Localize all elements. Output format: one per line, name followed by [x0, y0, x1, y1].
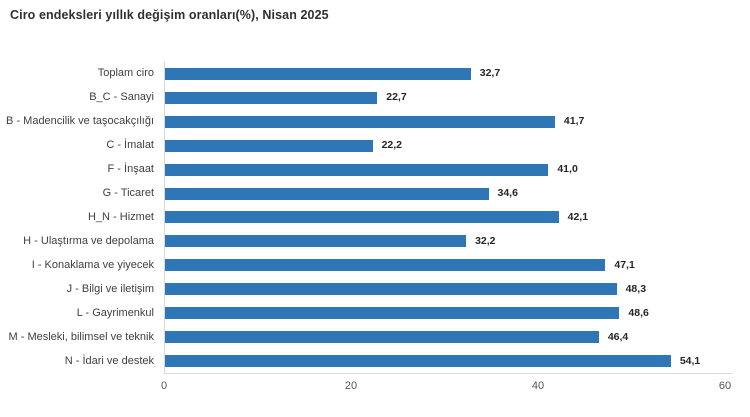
- bar-row: N - İdari ve destek 54,1: [0, 349, 750, 373]
- value-label: 22,7: [386, 91, 407, 104]
- value-label: 54,1: [679, 354, 701, 367]
- bar-row: M - Mesleki, bilimsel ve teknik 46,4: [0, 325, 750, 349]
- bar-row: L - Gayrimenkul 48,6: [0, 301, 750, 325]
- category-label: N - İdari ve destek: [64, 354, 154, 367]
- category-label: L - Gayrimenkul: [76, 306, 154, 319]
- bar: [165, 211, 559, 224]
- category-label: I - Konaklama ve yiyecek: [31, 258, 154, 271]
- x-tick-label: 40: [531, 380, 545, 392]
- x-tick-label: 0: [160, 380, 168, 392]
- bar: [165, 67, 471, 80]
- x-tick-label: 20: [344, 380, 358, 392]
- bar: [165, 235, 467, 248]
- value-label: 34,6: [497, 187, 518, 200]
- chart-title: Ciro endeksleri yıllık değişim oranları(…: [10, 8, 329, 22]
- bar-row: B - Madencilik ve taşocakçılığı 41,7: [0, 110, 750, 134]
- bar-row: I - Konaklama ve yiyecek 47,1: [0, 253, 750, 277]
- plot-area: Toplam ciro 32,7 B_C - Sanayi 22,7 B - Maden…: [0, 62, 750, 392]
- category-label: B - Madencilik ve taşocakçılığı: [6, 115, 154, 128]
- value-label: 42,1: [567, 210, 589, 223]
- category-label: Toplam ciro: [97, 67, 154, 80]
- bar: [165, 139, 373, 152]
- value-label: 47,1: [614, 258, 635, 271]
- value-label: 46,4: [607, 330, 629, 343]
- category-label: J - Bilgi ve iletişim: [66, 282, 154, 295]
- bar: [165, 115, 555, 128]
- bar-row: H_N - Hizmet 42,1: [0, 206, 750, 230]
- bar-row: J - Bilgi ve iletişim 48,3: [0, 277, 750, 301]
- category-label: C - İmalat: [106, 139, 154, 152]
- value-label: 32,2: [475, 234, 496, 247]
- bar: [165, 331, 599, 344]
- bar-row: Toplam ciro 32,7: [0, 62, 750, 86]
- bar: [165, 187, 489, 200]
- category-label: H_N - Hizmet: [87, 210, 154, 223]
- bar: [165, 91, 378, 104]
- value-label: 41,7: [563, 115, 585, 128]
- bar: [165, 283, 617, 296]
- value-label: 22,2: [381, 139, 402, 152]
- category-label: F - İnşaat: [107, 163, 154, 176]
- category-label: B_C - Sanayi: [89, 91, 154, 104]
- value-label: 48,6: [628, 306, 649, 319]
- bar: [165, 307, 620, 320]
- x-tick-label: 60: [718, 380, 732, 392]
- category-label: H - Ulaştırma ve depolama: [23, 234, 154, 247]
- x-axis-line: [164, 373, 732, 374]
- bar: [165, 355, 671, 368]
- bar-row: C - İmalat 22,2: [0, 134, 750, 158]
- bar-row: B_C - Sanayi 22,7: [0, 86, 750, 110]
- category-label: G - Ticaret: [102, 187, 154, 200]
- bar: [165, 163, 549, 176]
- value-label: 48,3: [625, 282, 647, 295]
- bar: [165, 259, 606, 272]
- bar-row: H - Ulaştırma ve depolama 32,2: [0, 229, 750, 253]
- category-label: M - Mesleki, bilimsel ve teknik: [8, 330, 154, 343]
- value-label: 41,0: [557, 163, 578, 176]
- value-label: 32,7: [479, 67, 501, 80]
- y-axis-line: [164, 62, 165, 373]
- bar-row: G - Ticaret 34,6: [0, 182, 750, 206]
- bar-row: F - İnşaat 41,0: [0, 158, 750, 182]
